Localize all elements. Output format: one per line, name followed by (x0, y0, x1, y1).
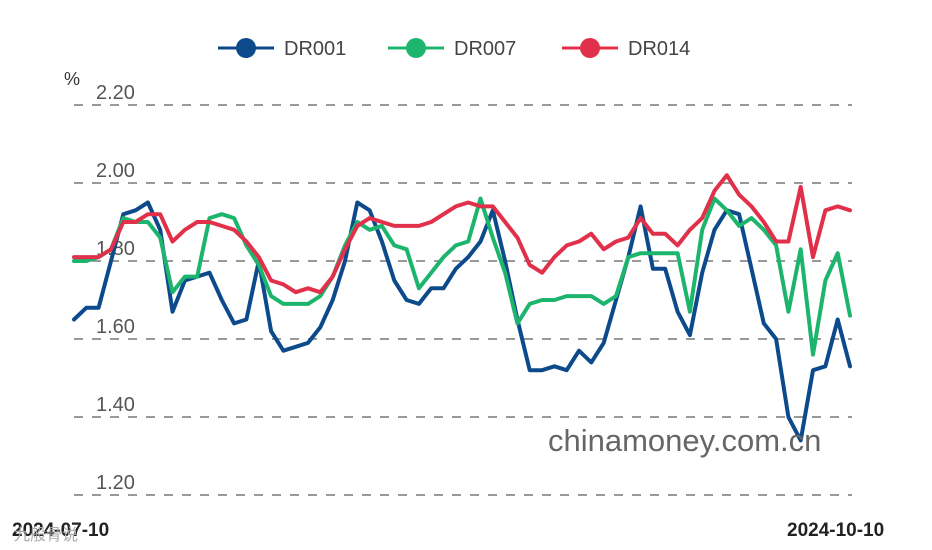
y-axis-tick-labels: 2.202.001.801.601.401.20 (96, 82, 135, 494)
corner-watermark: 九般骨说 (14, 526, 78, 544)
y-tick-label: 1.20 (96, 472, 135, 494)
legend-item-dr014[interactable]: DR014 (562, 38, 690, 60)
y-tick-label: 2.20 (96, 82, 135, 104)
series-line-dr014 (72, 173, 852, 295)
legend-marker (236, 38, 256, 58)
legend-item-dr007[interactable]: DR007 (388, 38, 516, 60)
y-axis-unit-label: % (64, 69, 80, 89)
series-line-dr001 (72, 200, 852, 443)
y-tick-label: 1.60 (96, 316, 135, 338)
y-tick-label: 1.40 (96, 394, 135, 416)
series-line-dr007 (72, 196, 852, 357)
series-lines (72, 173, 852, 443)
legend-label: DR014 (628, 38, 690, 60)
legend-label: DR001 (284, 38, 346, 60)
legend-label: DR007 (454, 38, 516, 60)
y-tick-label: 2.00 (96, 160, 135, 182)
x-axis-start-date: 2024-07-10 (12, 520, 109, 541)
x-axis-end-date: 2024-10-10 (787, 520, 884, 541)
legend-marker (406, 38, 426, 58)
legend-marker (580, 38, 600, 58)
chart-legend: DR001 DR007 DR014 (218, 38, 690, 60)
chinamoney-watermark: chinamoney.com.cn (548, 423, 821, 458)
legend-item-dr001[interactable]: DR001 (218, 38, 346, 60)
